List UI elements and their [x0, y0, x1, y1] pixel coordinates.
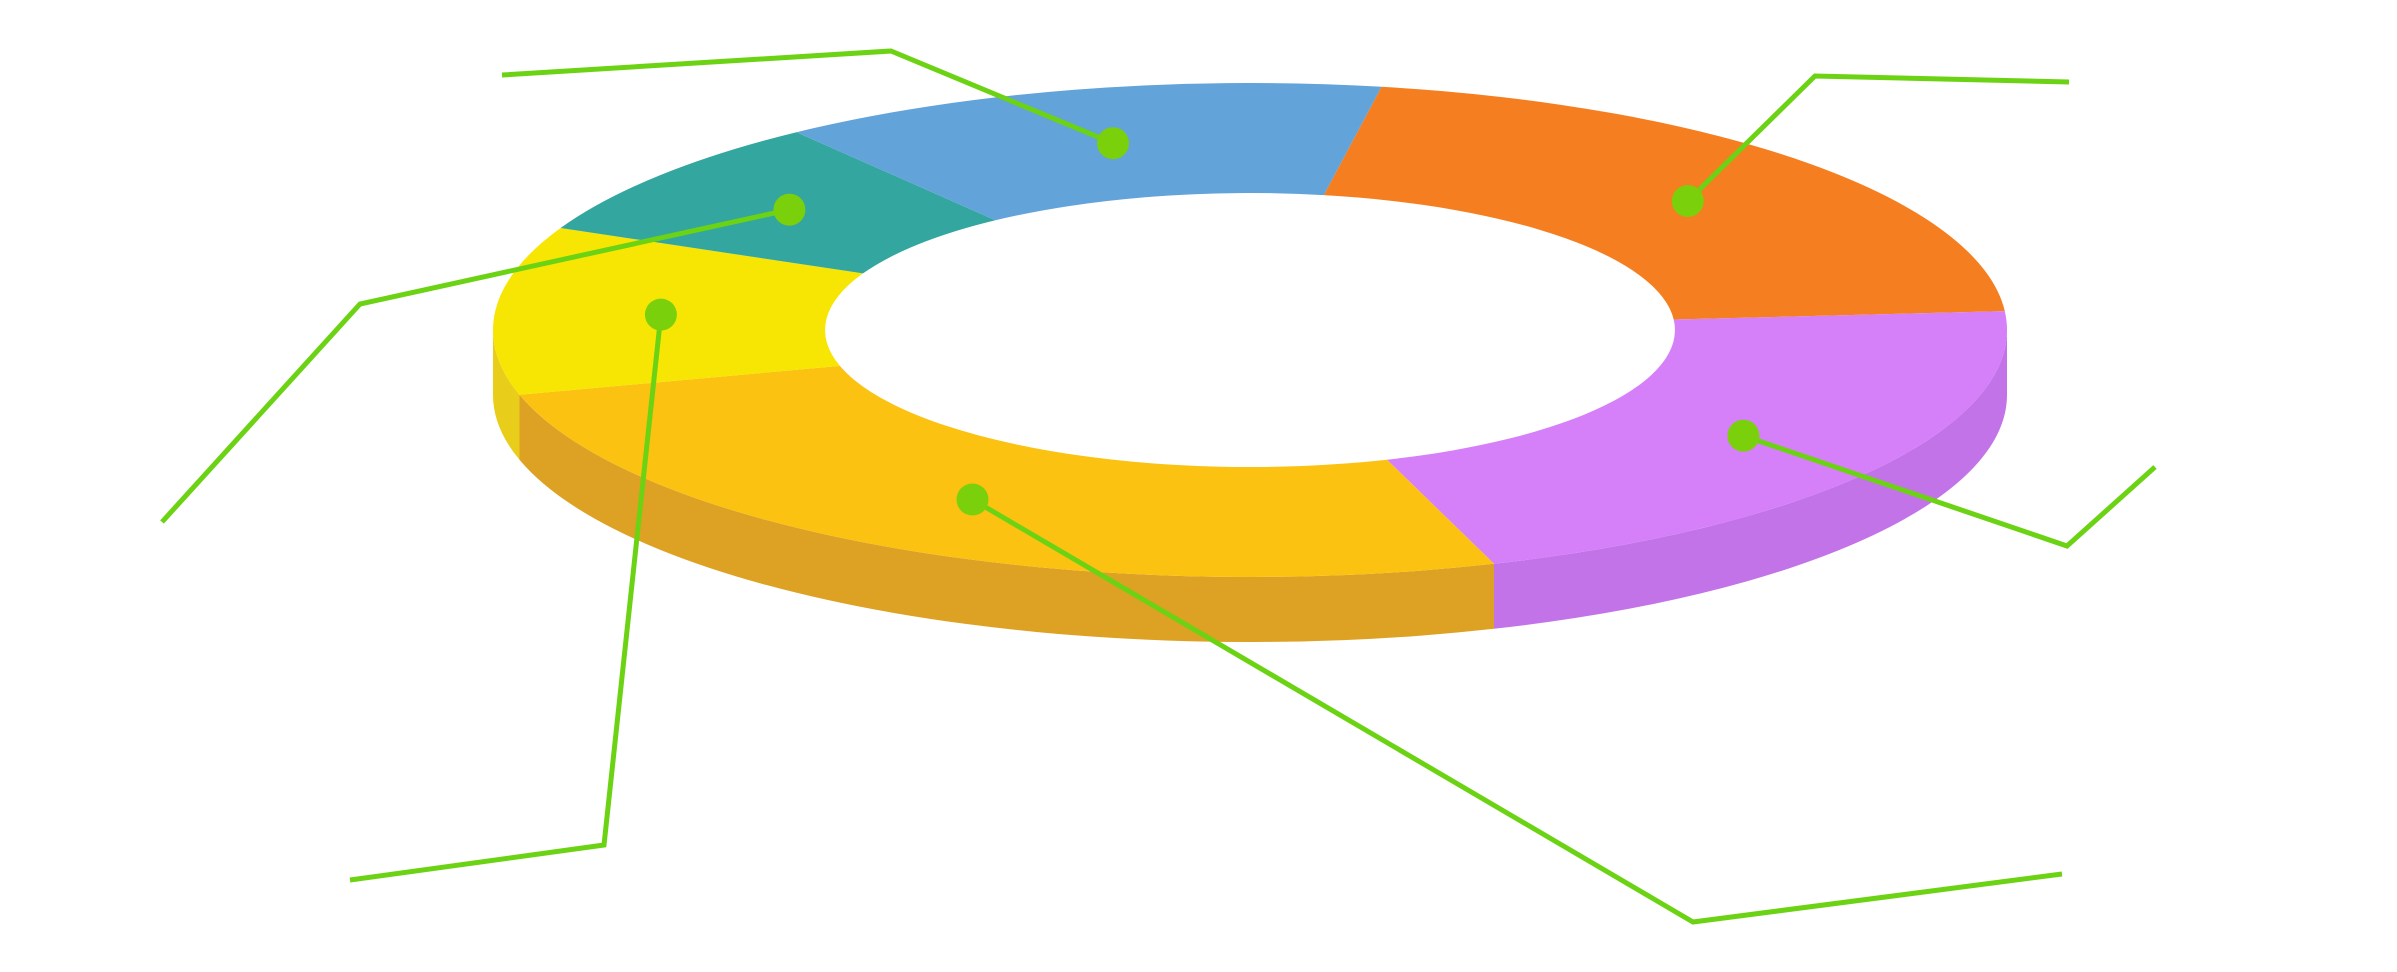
donut-side-walls — [493, 330, 2007, 642]
callout-line-0 — [1686, 73, 2070, 203]
callout-line-4 — [160, 207, 790, 524]
slice-side-3 — [493, 330, 520, 460]
callout-dot-3 — [644, 298, 677, 331]
slice-side-2 — [519, 394, 1494, 642]
callout-line-2 — [971, 497, 2063, 925]
callout-line-1 — [1742, 433, 2157, 549]
slice-0 — [1323, 86, 2005, 320]
slice-3 — [493, 228, 863, 395]
callout-dot-2 — [956, 483, 989, 516]
callout-dot-5 — [1097, 127, 1129, 160]
callout-dot-0 — [1671, 185, 1704, 217]
callout-lines — [160, 48, 2157, 925]
callout-line-5 — [501, 48, 1114, 146]
callout-dot-1 — [1727, 419, 1760, 452]
slice-2 — [519, 365, 1494, 577]
callout-dot-4 — [773, 193, 806, 226]
slice-5 — [796, 83, 1382, 221]
slice-1 — [1387, 311, 2008, 564]
slice-side-1-b — [1494, 330, 2007, 629]
callout-line-3 — [349, 314, 664, 883]
donut-top-faces — [493, 83, 2008, 577]
